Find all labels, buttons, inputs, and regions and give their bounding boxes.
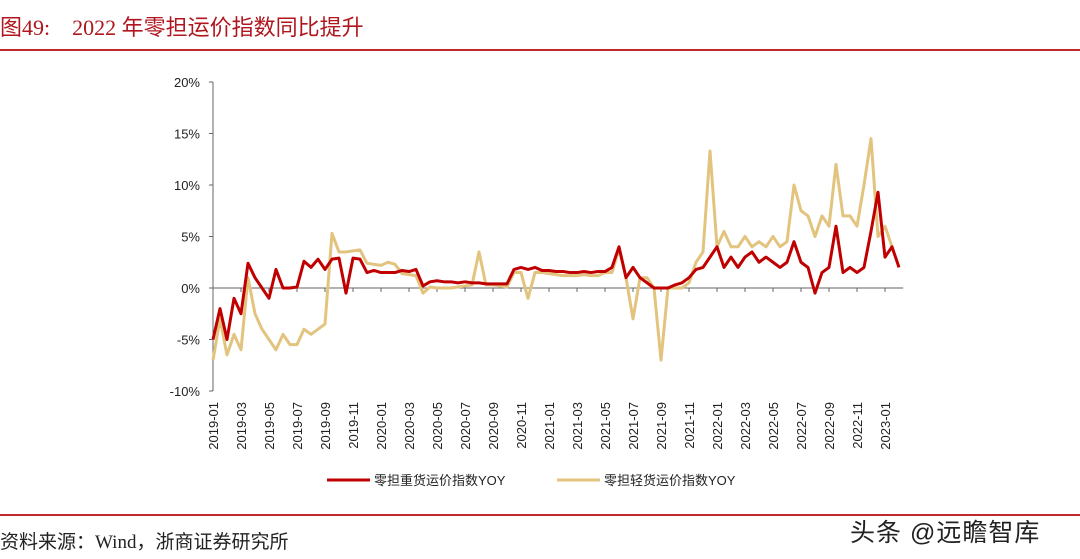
x-tick-label: 2022-03 bbox=[738, 402, 753, 450]
legend-heavy-label: 零担重货运价指数YOY bbox=[374, 473, 506, 488]
x-tick-label: 2021-09 bbox=[654, 402, 669, 450]
x-tick-label: 2020-01 bbox=[374, 402, 389, 450]
y-tick-label: 5% bbox=[181, 230, 200, 245]
figure-title: 图49: 2022 年零担运价指数同比提升 bbox=[0, 15, 364, 40]
x-tick-label: 2021-01 bbox=[542, 402, 557, 450]
heavy-freight-yoy-line bbox=[211, 190, 901, 341]
x-tick-label: 2019-07 bbox=[290, 402, 305, 450]
y-tick-label: -5% bbox=[177, 333, 201, 348]
y-tick-label: 20% bbox=[174, 75, 200, 90]
x-tick-label: 2020-11 bbox=[514, 402, 529, 449]
x-tick-label: 2022-05 bbox=[766, 402, 781, 450]
top-divider bbox=[0, 49, 1080, 51]
x-tick-label: 2021-05 bbox=[598, 402, 613, 450]
x-tick-label: 2019-09 bbox=[318, 402, 333, 450]
legend-light-label: 零担轻货运价指数YOY bbox=[604, 473, 736, 488]
x-tick-label: 2019-01 bbox=[206, 402, 221, 450]
x-tick-label: 2022-01 bbox=[710, 402, 725, 450]
x-tick-label: 2022-07 bbox=[794, 402, 809, 450]
x-axis: 2019-01 2019-03 2019-05 2019-07 2019-09 2019-… bbox=[206, 287, 904, 450]
y-tick-label: 15% bbox=[174, 127, 200, 142]
x-tick-label: 2019-05 bbox=[262, 402, 277, 450]
line-chart: 20%15%10%5%0%-5%-10% 2019-01 2019-03 2019-… bbox=[170, 75, 904, 488]
y-tick-label: 0% bbox=[181, 281, 200, 296]
watermark: 头条 @远瞻智库 bbox=[850, 519, 1041, 547]
x-tick-label: 2020-03 bbox=[402, 402, 417, 450]
y-tick-label: 10% bbox=[174, 178, 200, 193]
x-tick-label: 2019-11 bbox=[346, 402, 361, 449]
y-tick-label: -10% bbox=[170, 384, 201, 399]
y-axis: 20% 15% 10% 5% 0% -5% -10% bbox=[170, 75, 214, 399]
x-tick-label: 2019-03 bbox=[234, 402, 249, 450]
x-tick-label: 2020-07 bbox=[458, 402, 473, 450]
light-freight-yoy-line bbox=[211, 137, 894, 362]
x-tick-label: 2023-01 bbox=[878, 402, 893, 450]
legend: 零担重货运价指数YOY 零担轻货运价指数YOY bbox=[327, 473, 736, 488]
bottom-divider bbox=[0, 514, 1080, 516]
source-note: 资料来源：Wind，浙商证券研究所 bbox=[0, 532, 289, 553]
x-tick-label: 2021-03 bbox=[570, 402, 585, 450]
x-tick-label: 2022-11 bbox=[850, 402, 865, 449]
x-tick-label: 2021-11 bbox=[682, 402, 697, 449]
x-tick-label: 2022-09 bbox=[822, 402, 837, 450]
x-tick-label: 2020-09 bbox=[486, 402, 501, 450]
x-tick-label: 2021-07 bbox=[626, 402, 641, 450]
x-tick-label: 2020-05 bbox=[430, 402, 445, 450]
